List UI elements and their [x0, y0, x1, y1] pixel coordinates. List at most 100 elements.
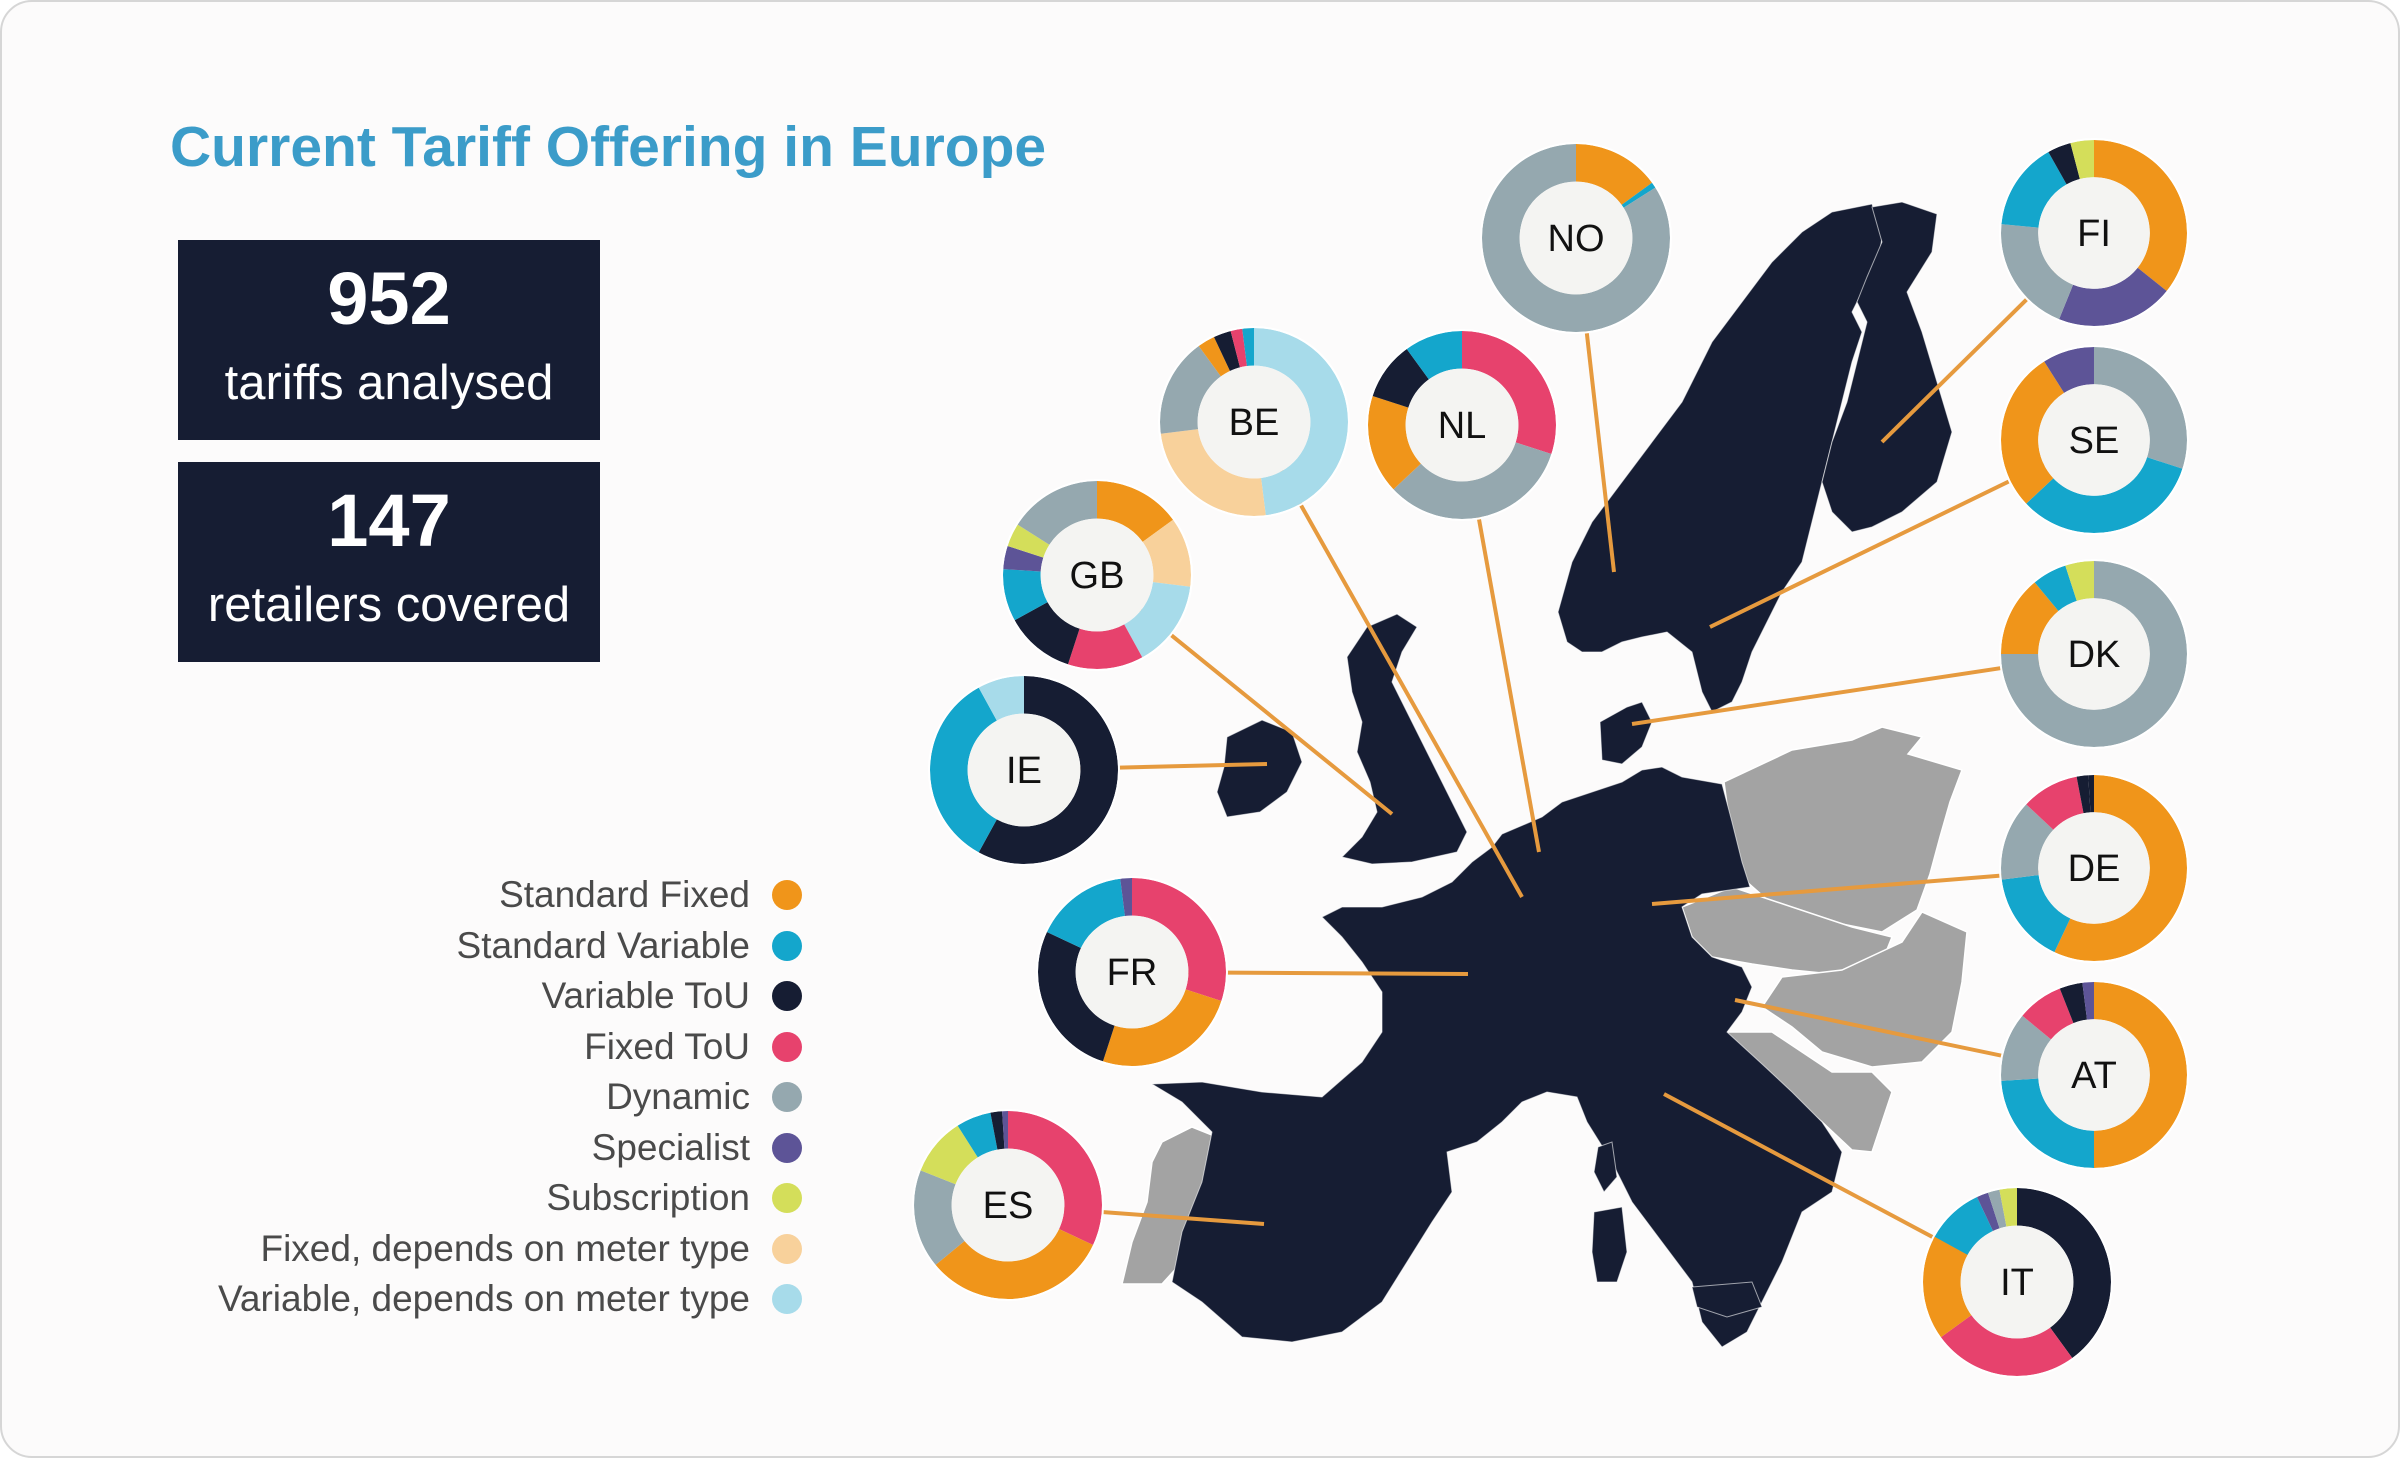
- legend-swatch: [772, 1082, 802, 1113]
- donut-outline: [1921, 1186, 2113, 1378]
- donut-slice-fixed-tou: [2022, 988, 2074, 1040]
- legend-label: Fixed, depends on meter type: [260, 1227, 750, 1269]
- country-code-label: NL: [1438, 405, 1487, 447]
- country-code-label: FR: [1107, 952, 1158, 994]
- donut-outline: [1158, 326, 1350, 518]
- donut-slice-subscription: [2065, 561, 2094, 601]
- donut-outline: [1999, 980, 2189, 1170]
- legend: Standard Fixed Standard Variable Variabl…: [102, 870, 802, 1325]
- donut-center: [2038, 812, 2150, 924]
- donut-slice-variable-meter: [1124, 582, 1191, 658]
- donut-outline: [1366, 329, 1558, 521]
- map-country-great-britain: [1341, 613, 1468, 865]
- legend-label: Variable ToU: [541, 975, 750, 1017]
- donut-slice-specialist: [1002, 1111, 1008, 1149]
- legend-item-fixed-tou: Fixed ToU: [102, 1022, 802, 1073]
- donut-slice-variable-tou: [2059, 982, 2088, 1024]
- donut-slice-standard-fixed: [2094, 982, 2188, 1168]
- legend-label: Standard Fixed: [499, 874, 750, 916]
- donut-outline: [1999, 773, 2189, 963]
- donut-slice-standard-fixed: [1576, 144, 1653, 205]
- donut-center: [2038, 598, 2150, 710]
- legend-swatch: [772, 880, 802, 911]
- legend-swatch: [772, 930, 802, 961]
- donut-slice-fixed-tou: [1132, 878, 1226, 1002]
- donut-slice-standard-fixed: [2001, 582, 2059, 654]
- legend-item-variable-tou: Variable ToU: [102, 971, 802, 1022]
- donut-slice-standard-variable: [930, 687, 997, 853]
- donut-slice-fixed-tou: [1067, 624, 1143, 669]
- donut-outline: [928, 674, 1120, 866]
- donut-gb: GB: [1001, 479, 1193, 671]
- donut-slice-dynamic: [2001, 561, 2187, 747]
- donut-center: [967, 713, 1081, 827]
- donut-slice-variable-tou: [2048, 143, 2080, 185]
- stat-value: 952: [327, 257, 451, 340]
- donut-slice-dynamic: [913, 1170, 965, 1265]
- donut-slice-standard-fixed: [2054, 775, 2187, 961]
- donut-nl: NL: [1366, 329, 1558, 521]
- map-country-finland: [1821, 201, 1953, 533]
- legend-item-variable-meter: Variable, depends on meter type: [102, 1274, 802, 1325]
- donut-slice-dynamic: [1481, 144, 1670, 332]
- country-code-label: GB: [1070, 555, 1125, 597]
- legend-swatch: [772, 1284, 802, 1315]
- legend-swatch: [772, 1132, 802, 1163]
- donut-slice-subscription: [1007, 524, 1050, 558]
- donut-slice-fixed-tou: [2026, 776, 2084, 830]
- donut-slice-variable-tou: [1038, 931, 1115, 1062]
- legend-label: Standard Variable: [456, 924, 750, 966]
- donut-dk: DK: [1999, 559, 2189, 749]
- donut-slice-variable-tou: [1213, 330, 1240, 371]
- country-code-label: DK: [2068, 634, 2121, 676]
- donut-at: AT: [1999, 980, 2189, 1170]
- map-country-hungary-romania: [1760, 911, 1968, 1068]
- donut-slice-specialist: [1003, 545, 1044, 572]
- donut-slice-fixed-tou: [1940, 1315, 2073, 1376]
- country-code-label: SE: [2069, 420, 2120, 462]
- covered-countries: [1150, 201, 1953, 1348]
- donut-slice-standard-variable: [1242, 328, 1254, 367]
- legend-label: Subscription: [546, 1177, 750, 1219]
- country-code-label: AT: [2071, 1055, 2117, 1097]
- donut-center: [1075, 915, 1189, 1029]
- legend-item-specialist: Specialist: [102, 1123, 802, 1174]
- donut-slice-specialist: [1120, 878, 1132, 917]
- donut-slice-dynamic: [2001, 224, 2074, 320]
- donut-slice-standard-variable: [1934, 1196, 1993, 1255]
- donut-fr: FR: [1036, 876, 1228, 1068]
- donut-slice-standard-variable: [2001, 1078, 2094, 1168]
- stat-label: tariffs analysed: [224, 356, 554, 411]
- country-code-label: IT: [2000, 1262, 2034, 1304]
- donut-slice-fixed-meter: [1142, 519, 1191, 587]
- map-country-denmark: [1599, 701, 1653, 765]
- stat-value: 147: [327, 479, 451, 562]
- country-code-label: FI: [2077, 213, 2111, 255]
- legend-swatch: [772, 981, 802, 1012]
- donut-slice-standard-fixed: [2094, 140, 2187, 291]
- donut-slice-specialist: [2082, 982, 2094, 1020]
- legend-label: Fixed ToU: [584, 1025, 750, 1067]
- donut-de: DE: [1999, 773, 2189, 963]
- map-island-sicily: [1691, 1281, 1763, 1318]
- donut-center: [951, 1148, 1065, 1262]
- uncovered-countries: [1121, 726, 1968, 1285]
- donut-slice-variable-tou: [1372, 348, 1429, 408]
- legend-label: Specialist: [591, 1126, 750, 1168]
- donut-slice-standard-fixed: [935, 1229, 1094, 1299]
- donut-outline: [1999, 138, 2189, 328]
- donut-center: [2038, 1019, 2150, 1131]
- donut-ie: IE: [928, 674, 1120, 866]
- donut-center: [1519, 181, 1633, 295]
- donut-be: BE: [1158, 326, 1350, 518]
- donut-outline: [912, 1109, 1104, 1301]
- donut-outline: [1001, 479, 1193, 671]
- donut-slice-specialist: [2044, 347, 2094, 393]
- donut-it: IT: [1921, 1186, 2113, 1378]
- donut-slice-standard-fixed: [2001, 361, 2065, 504]
- donut-slice-variable-meter: [1254, 327, 1349, 516]
- map-region-continent: [1150, 766, 1843, 1348]
- donut-slice-standard-variable: [1002, 569, 1048, 621]
- donut-slice-standard-fixed: [1097, 481, 1174, 542]
